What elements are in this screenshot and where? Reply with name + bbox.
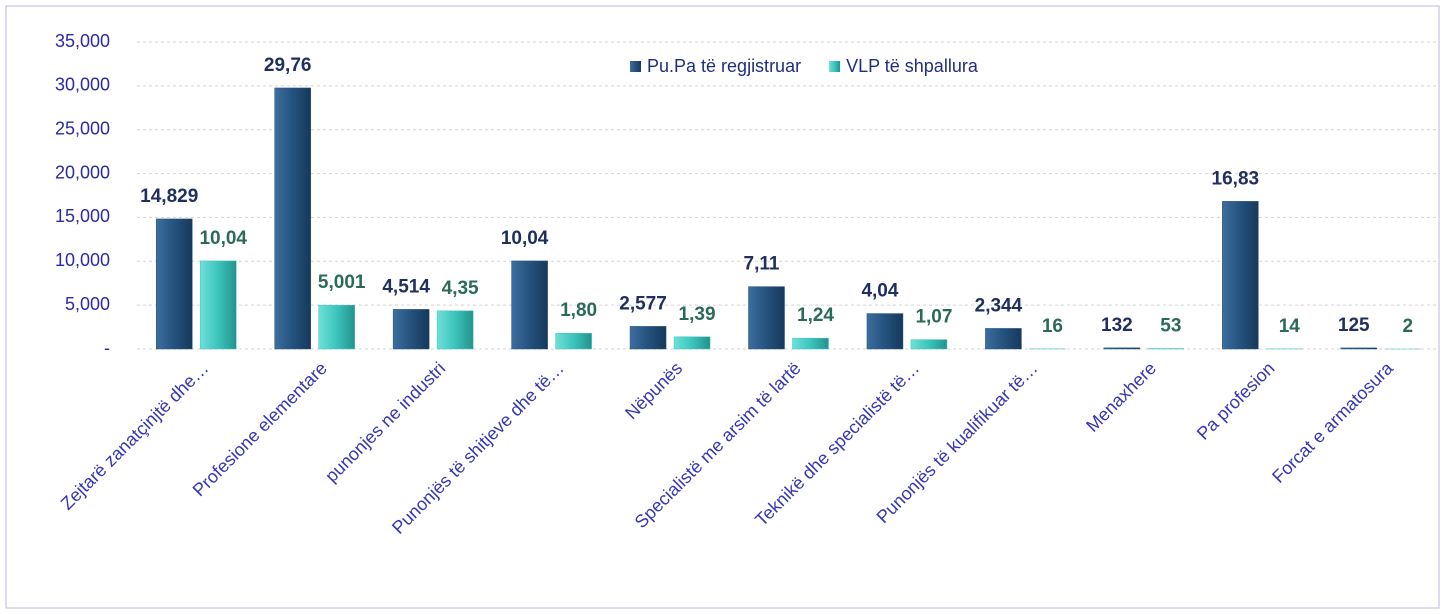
- x-tick-label: punonjes ne industri: [321, 358, 449, 486]
- y-tick-label: 30,000: [55, 75, 110, 95]
- value-label: 14,829: [140, 186, 198, 207]
- value-label: 53: [1160, 316, 1181, 337]
- y-tick-label: 25,000: [55, 118, 110, 138]
- y-tick-label: 35,000: [55, 31, 110, 51]
- value-label: 132: [1101, 315, 1133, 336]
- bar: [1222, 201, 1259, 350]
- value-label: 2: [1402, 316, 1413, 337]
- value-label: 10,04: [199, 228, 247, 249]
- x-tick-label: Nëpunës: [621, 358, 686, 423]
- value-label: 1,07: [915, 307, 952, 328]
- value-label: 4,04: [861, 281, 898, 302]
- y-tick-label: 10,000: [55, 250, 110, 270]
- bar: [155, 218, 193, 350]
- legend-swatch: [630, 61, 641, 72]
- frame: [5, 5, 1440, 609]
- value-label: 2,344: [975, 295, 1023, 316]
- value-label: 1,80: [560, 300, 597, 321]
- value-label: 14: [1279, 316, 1301, 337]
- bar: [274, 87, 311, 350]
- value-label: 5,001: [318, 272, 366, 293]
- x-tick-label: Profesione elementare: [189, 358, 331, 500]
- value-label: 4,514: [382, 276, 430, 297]
- legend-label: VLP të shpallura: [846, 56, 979, 76]
- bar: [555, 332, 592, 350]
- bar: [748, 286, 785, 350]
- value-label: 7,11: [744, 254, 780, 275]
- value-label: 10,04: [501, 228, 549, 249]
- bar: [436, 310, 474, 350]
- value-label: 125: [1338, 315, 1370, 336]
- bar: [392, 309, 430, 350]
- bar: [199, 260, 237, 350]
- value-label: 29,76: [264, 55, 312, 76]
- bar: [318, 304, 355, 350]
- value-label: 16: [1042, 316, 1063, 337]
- bar: [629, 326, 667, 350]
- x-tick-label: Menaxhere: [1082, 358, 1160, 436]
- bar: [985, 328, 1022, 350]
- value-label: 1,24: [797, 305, 834, 326]
- bar: [673, 336, 711, 350]
- bar: [511, 260, 548, 350]
- legend-swatch: [829, 61, 841, 72]
- value-label: 1,39: [679, 304, 716, 325]
- bar: [1340, 347, 1378, 350]
- value-label: 16,83: [1212, 168, 1260, 189]
- x-tick-label: Zejtarë zanatçinjtë dhe…: [57, 358, 213, 514]
- bar: [866, 313, 904, 350]
- y-tick-label: 15,000: [55, 206, 110, 226]
- x-tick-label: Forcat e armatosura: [1268, 357, 1397, 486]
- y-tick-label: -: [104, 338, 110, 358]
- y-tick-label: 5,000: [65, 294, 110, 314]
- value-label: 2,577: [619, 293, 667, 314]
- x-tick-label: Pa profesion: [1193, 358, 1279, 444]
- bar: [792, 337, 829, 350]
- bar: [1103, 347, 1141, 350]
- legend-label: Pu.Pa të regjistruar: [647, 56, 801, 76]
- y-tick-label: 20,000: [55, 162, 110, 182]
- value-label: 4,35: [442, 278, 479, 299]
- bar: [910, 339, 948, 350]
